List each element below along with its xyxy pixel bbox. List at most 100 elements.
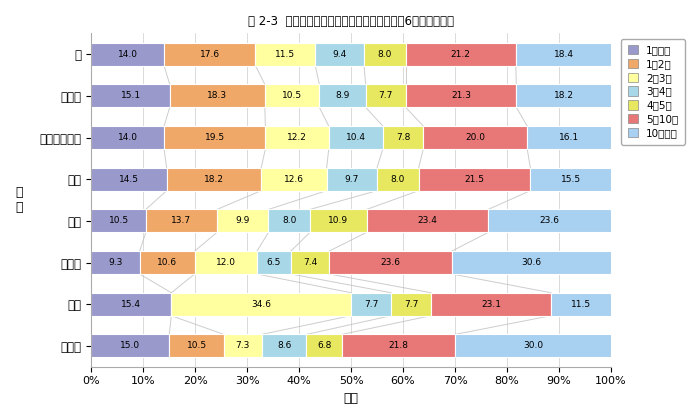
- Text: 8.6: 8.6: [277, 341, 291, 350]
- Text: 15.0: 15.0: [120, 341, 140, 350]
- Text: 13.7: 13.7: [172, 216, 192, 226]
- Bar: [455, 334, 611, 357]
- Bar: [167, 168, 261, 191]
- Bar: [329, 251, 452, 274]
- Bar: [146, 210, 217, 232]
- Bar: [342, 334, 455, 357]
- Text: 7.7: 7.7: [404, 300, 419, 309]
- Bar: [256, 43, 315, 66]
- Bar: [91, 168, 167, 191]
- Bar: [517, 84, 611, 107]
- Text: 9.7: 9.7: [344, 175, 359, 184]
- Text: 6.8: 6.8: [317, 341, 331, 350]
- Title: 図 2-3  本人の職業と延滞年数との関係（延滞6ヶ月以上者）: 図 2-3 本人の職業と延滞年数との関係（延滞6ヶ月以上者）: [248, 15, 454, 28]
- Text: 10.9: 10.9: [328, 216, 349, 226]
- Text: 8.0: 8.0: [282, 216, 296, 226]
- Text: 15.4: 15.4: [121, 300, 141, 309]
- Text: 6.5: 6.5: [267, 258, 281, 267]
- Text: 17.6: 17.6: [199, 50, 220, 59]
- Bar: [262, 334, 307, 357]
- Bar: [164, 43, 256, 66]
- Bar: [139, 251, 195, 274]
- Text: 30.0: 30.0: [523, 341, 543, 350]
- Bar: [431, 293, 551, 316]
- Bar: [315, 43, 364, 66]
- Text: 11.5: 11.5: [275, 50, 295, 59]
- Text: 10.6: 10.6: [157, 258, 177, 267]
- Text: 16.1: 16.1: [559, 133, 579, 142]
- Y-axis label: 職
業: 職 業: [15, 186, 22, 214]
- Text: 10.5: 10.5: [186, 341, 206, 350]
- Text: 9.3: 9.3: [108, 258, 122, 267]
- Bar: [224, 334, 262, 357]
- Legend: 1年未満, 1～2年, 2～3年, 3～4年, 4～5年, 5～10年, 10年以上: 1年未満, 1～2年, 2～3年, 3～4年, 4～5年, 5～10年, 10年…: [622, 39, 685, 144]
- Bar: [91, 210, 146, 232]
- Text: 10.5: 10.5: [108, 216, 129, 226]
- Bar: [551, 293, 611, 316]
- Text: 14.5: 14.5: [119, 175, 139, 184]
- Text: 18.2: 18.2: [554, 91, 573, 100]
- Bar: [307, 334, 342, 357]
- Text: 10.4: 10.4: [346, 133, 366, 142]
- Text: 7.3: 7.3: [236, 341, 250, 350]
- Text: 19.5: 19.5: [204, 133, 225, 142]
- Bar: [424, 126, 527, 149]
- Bar: [383, 126, 424, 149]
- Bar: [405, 84, 517, 107]
- Text: 14.0: 14.0: [118, 133, 138, 142]
- Bar: [269, 210, 310, 232]
- Bar: [351, 293, 391, 316]
- Bar: [91, 293, 172, 316]
- X-axis label: 割合: 割合: [344, 392, 358, 405]
- Bar: [364, 43, 405, 66]
- Text: 12.2: 12.2: [287, 133, 307, 142]
- Bar: [217, 210, 269, 232]
- Text: 8.9: 8.9: [335, 91, 350, 100]
- Text: 34.6: 34.6: [251, 300, 271, 309]
- Text: 10.5: 10.5: [282, 91, 302, 100]
- Bar: [319, 84, 365, 107]
- Text: 21.2: 21.2: [451, 50, 470, 59]
- Bar: [391, 293, 431, 316]
- Bar: [169, 334, 224, 357]
- Text: 8.0: 8.0: [391, 175, 405, 184]
- Bar: [265, 84, 319, 107]
- Bar: [172, 293, 351, 316]
- Text: 8.0: 8.0: [378, 50, 392, 59]
- Bar: [327, 168, 377, 191]
- Bar: [367, 210, 489, 232]
- Text: 18.3: 18.3: [207, 91, 228, 100]
- Text: 9.4: 9.4: [332, 50, 346, 59]
- Text: 23.4: 23.4: [417, 216, 438, 226]
- Text: 15.1: 15.1: [120, 91, 141, 100]
- Bar: [377, 168, 419, 191]
- Bar: [531, 168, 611, 191]
- Text: 21.8: 21.8: [389, 341, 408, 350]
- Bar: [261, 168, 327, 191]
- Bar: [195, 251, 257, 274]
- Text: 18.2: 18.2: [204, 175, 224, 184]
- Text: 7.4: 7.4: [303, 258, 317, 267]
- Bar: [91, 84, 170, 107]
- Text: 21.5: 21.5: [465, 175, 484, 184]
- Text: 20.0: 20.0: [466, 133, 485, 142]
- Text: 15.5: 15.5: [561, 175, 581, 184]
- Bar: [265, 126, 329, 149]
- Text: 7.7: 7.7: [379, 91, 393, 100]
- Bar: [170, 84, 265, 107]
- Text: 21.3: 21.3: [451, 91, 471, 100]
- Bar: [329, 126, 383, 149]
- Text: 11.5: 11.5: [571, 300, 591, 309]
- Text: 18.4: 18.4: [554, 50, 573, 59]
- Bar: [290, 251, 329, 274]
- Bar: [419, 168, 531, 191]
- Text: 23.6: 23.6: [381, 258, 400, 267]
- Bar: [452, 251, 611, 274]
- Text: 12.0: 12.0: [216, 258, 236, 267]
- Bar: [91, 43, 164, 66]
- Text: 12.6: 12.6: [284, 175, 304, 184]
- Bar: [405, 43, 516, 66]
- Bar: [365, 84, 405, 107]
- Text: 23.6: 23.6: [540, 216, 559, 226]
- Bar: [91, 334, 169, 357]
